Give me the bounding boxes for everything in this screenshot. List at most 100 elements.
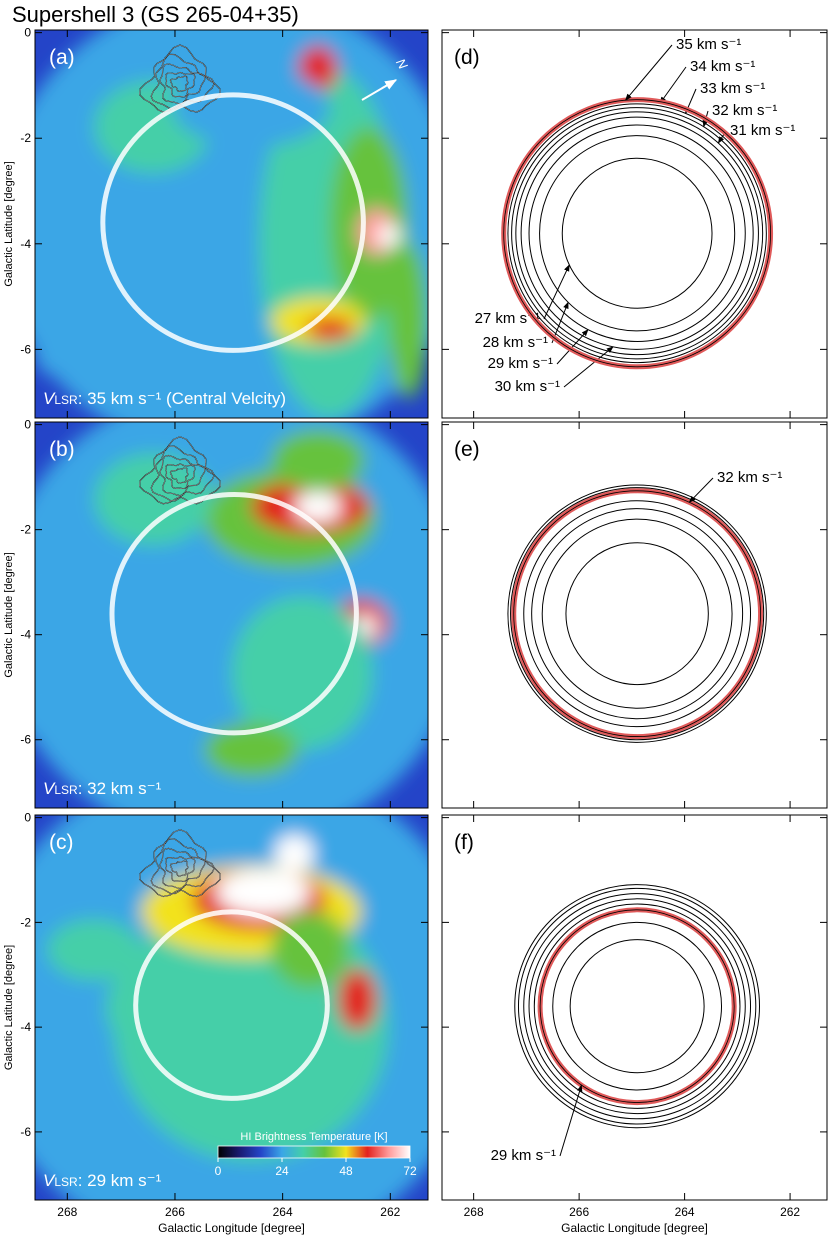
y-tick-label: -2 — [20, 131, 31, 145]
velocity-label: VLSR: 32 km s⁻¹ — [43, 779, 162, 798]
panel-frame — [34, 421, 429, 809]
emission-blob — [388, 243, 428, 399]
annotation-arrow — [543, 264, 570, 320]
model-shell — [533, 903, 741, 1109]
emission-blob — [35, 672, 134, 751]
hi-map — [35, 422, 428, 808]
contour — [170, 76, 189, 92]
panel-label: (d) — [454, 46, 480, 69]
emission-blob — [298, 45, 338, 93]
emission-blob — [215, 868, 311, 916]
contour — [165, 856, 196, 882]
contour — [159, 455, 205, 496]
model-shell — [523, 500, 752, 728]
emission-blob — [231, 595, 373, 751]
x-tick-label: 262 — [780, 1205, 800, 1219]
model-shell — [569, 939, 705, 1074]
y-tick-label: -4 — [20, 237, 31, 251]
map-emission — [35, 815, 428, 1200]
figure-title: Supershell 3 (GS 265-04+35) — [12, 2, 299, 27]
model-shell — [561, 157, 713, 309]
y-axis-label: Galactic Latitude [degree] — [3, 552, 15, 677]
contour — [139, 436, 221, 505]
model-shell — [539, 135, 736, 332]
y-tick-label: -2 — [20, 915, 31, 929]
contour — [165, 72, 196, 98]
velocity-label: VLSR: 35 km s⁻¹ (Central Velcity) — [43, 389, 286, 408]
x-tick-label: 268 — [57, 1205, 77, 1219]
emission-blob — [105, 961, 201, 1054]
shell-velocity-label: 32 km s⁻¹ — [717, 469, 782, 486]
x-tick-label: 266 — [569, 1205, 589, 1219]
x-tick-label: 266 — [165, 1205, 185, 1219]
y-tick-label: -4 — [20, 1020, 31, 1034]
y-tick-label: -6 — [20, 1125, 31, 1139]
annotation-arrow — [563, 346, 614, 388]
x-tick-label: 268 — [464, 1205, 484, 1219]
y-tick-label: -6 — [20, 733, 31, 747]
emission-blob — [203, 723, 299, 778]
velocity-text: : 35 km s⁻¹ (Central Velcity) — [78, 389, 286, 408]
panel-frame — [34, 29, 429, 419]
velocity-symbol: V — [43, 1171, 56, 1190]
contour — [150, 445, 215, 502]
panel-frame — [34, 814, 429, 1201]
contour — [159, 63, 205, 105]
model-shell — [531, 508, 744, 720]
y-tick-label: 0 — [24, 26, 31, 40]
north-arrow — [361, 79, 398, 101]
shell-edge — [513, 490, 761, 737]
shell-edge — [503, 99, 771, 368]
panel-label: (f) — [454, 831, 474, 854]
x-axis-label: Galactic Longitude [degree] — [158, 1221, 305, 1235]
model-shell — [541, 518, 733, 709]
contour — [165, 463, 196, 489]
emission-blob — [35, 332, 193, 387]
map-emission — [35, 422, 428, 808]
y-tick-label: -4 — [20, 628, 31, 642]
emission-blob — [270, 429, 366, 492]
shell-circle — [133, 909, 330, 1101]
model-shell — [520, 116, 754, 350]
x-tick-label: 264 — [273, 1205, 293, 1219]
panel-label: (e) — [454, 438, 480, 461]
shell-velocity-label: 29 km s⁻¹ — [491, 1147, 556, 1164]
emission-blob — [337, 969, 377, 1031]
colorbar — [217, 1145, 411, 1159]
emission-blob — [172, 68, 330, 147]
shell-velocity-label: 29 km s⁻¹ — [488, 355, 553, 372]
model-shell — [552, 921, 723, 1091]
panel-label: (c) — [49, 831, 74, 854]
y-tick-label: -6 — [20, 342, 31, 356]
annotation-arrow — [625, 44, 673, 101]
shell-velocity-label: 30 km s⁻¹ — [495, 378, 560, 395]
shell-velocity-label: 35 km s⁻¹ — [676, 36, 741, 53]
shell-edge — [539, 909, 735, 1103]
shell-velocity-label: 33 km s⁻¹ — [700, 80, 765, 97]
model-shell — [511, 107, 764, 360]
shell-circle — [100, 92, 366, 353]
model-shell — [523, 893, 752, 1120]
model-shell — [507, 103, 767, 364]
colorbar-tick-label: 0 — [215, 1164, 222, 1178]
contour — [139, 829, 221, 897]
annotation-arrow — [559, 1084, 583, 1157]
contour — [170, 467, 189, 484]
model-shell — [528, 124, 746, 342]
velocity-text: : 32 km s⁻¹ — [78, 779, 162, 798]
xray-contours — [139, 436, 221, 505]
y-tick-label: -2 — [20, 523, 31, 537]
shell-velocity-label: 34 km s⁻¹ — [690, 58, 755, 75]
model-shell — [515, 111, 759, 356]
y-axis-label: Galactic Latitude [degree] — [3, 161, 15, 286]
x-axis-label: Galactic Longitude [degree] — [561, 1221, 708, 1235]
hi-map — [35, 815, 428, 1200]
colorbar-label: HI Brightness Temperature [K] — [240, 1131, 387, 1143]
y-tick-label: 0 — [24, 418, 31, 432]
model-shell — [517, 887, 757, 1125]
velocity-label: VLSR: 29 km s⁻¹ — [43, 1171, 162, 1190]
colorbar-tick-label: 48 — [339, 1164, 353, 1178]
velocity-subscript: LSR — [54, 783, 78, 797]
contour — [159, 848, 205, 889]
